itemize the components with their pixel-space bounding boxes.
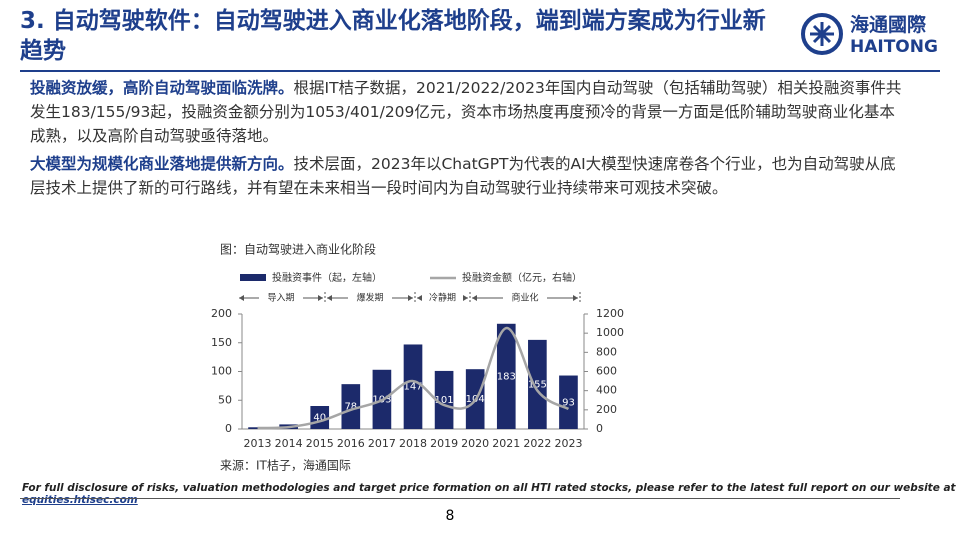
bar (403, 344, 423, 429)
logo: 海通國際 HAITONG (800, 10, 938, 57)
disclaimer-text: For full disclosure of risks, valuation … (22, 482, 956, 494)
para-lead: 投融资放缓，高阶自动驾驶面临洗牌。 (30, 79, 294, 97)
x-tick-label: 2015 (306, 437, 334, 450)
disclaimer: For full disclosure of risks, valuation … (22, 482, 960, 506)
page-number: 8 (445, 508, 455, 524)
x-tick-label: 2023 (554, 437, 582, 450)
data-label: 147 (403, 382, 422, 393)
para-lead: 大模型为规模化商业落地提供新方向。 (30, 155, 294, 173)
phase-label: 爆发期 (356, 292, 383, 304)
data-label: 183 (497, 371, 516, 382)
phase-label: 冷静期 (429, 292, 456, 304)
bar (341, 384, 361, 429)
y-tick-label: 150 (211, 336, 232, 349)
logo-cn: 海通國際 (850, 14, 927, 36)
y-tick-label: 0 (225, 422, 232, 435)
bar (528, 339, 547, 429)
x-tick-label: 2021 (492, 437, 520, 450)
paragraph: 投融资放缓，高阶自动驾驶面临洗牌。根据IT桔子数据，2021/2022/2023… (30, 76, 910, 148)
y2-tick-label: 1000 (596, 326, 624, 339)
para-text: 技术层面，2023年以ChatGPT为代表的AI大模型快速席卷各个行业，也为自动… (30, 155, 896, 197)
y2-tick-label: 0 (596, 422, 603, 435)
y-tick-label: 50 (218, 393, 232, 406)
data-label: 101 (435, 395, 454, 406)
bar (496, 323, 516, 429)
logo-en: HAITONG (850, 37, 938, 57)
legend-swatch (240, 274, 266, 281)
title-rule (20, 70, 940, 72)
bar (248, 427, 267, 429)
phase-label: 导入期 (267, 293, 294, 304)
paragraph: 大模型为规模化商业落地提供新方向。技术层面，2023年以ChatGPT为代表的A… (30, 152, 910, 200)
data-label: 40 (313, 413, 326, 424)
x-tick-label: 2020 (461, 437, 489, 450)
website-link[interactable]: equities.htisec.com (22, 494, 138, 506)
data-label: 78 (344, 402, 357, 413)
phase-label: 商业化 (511, 292, 538, 304)
y-tick-label: 200 (211, 307, 232, 320)
x-tick-label: 2022 (523, 437, 551, 450)
y2-tick-label: 400 (596, 384, 617, 397)
x-tick-label: 2013 (244, 437, 272, 450)
x-tick-label: 2017 (368, 437, 396, 450)
slide-title: 3. 自动驾驶软件：自动驾驶进入商业化落地阶段，端到端方案成为行业新趋势 (20, 8, 766, 64)
y-tick-label: 100 (211, 365, 232, 378)
legend-label: 投融资事件（起，左轴） (272, 271, 382, 284)
footer-rule (20, 498, 900, 499)
y2-tick-label: 1200 (596, 307, 624, 320)
y2-tick-label: 200 (596, 403, 617, 416)
bar (559, 375, 578, 429)
x-tick-label: 2016 (337, 437, 365, 450)
y2-tick-label: 800 (596, 345, 617, 358)
line (257, 326, 570, 430)
bar (434, 370, 454, 429)
chart: 图：自动驾驶进入商业化阶段 来源：IT桔子，海通国际 0 50 100 150 200 0… (211, 242, 624, 473)
logo-icon (801, 12, 843, 55)
x-tick-label: 2019 (430, 437, 458, 450)
figure-caption: 图：自动驾驶进入商业化阶段 (220, 242, 376, 257)
y2-tick-label: 600 (596, 365, 617, 378)
figure-source: 来源：IT桔子，海通国际 (220, 458, 351, 473)
x-tick-label: 2014 (275, 437, 303, 450)
x-tick-label: 2018 (399, 437, 427, 450)
legend-label: 投融资金额（亿元，右轴） (462, 271, 582, 284)
para-text: 根据IT桔子数据，2021/2022/2023年国内自动驾驶（包括辅助驾驶）相关… (30, 79, 902, 145)
data-label: 93 (562, 397, 575, 408)
data-label: 155 (528, 379, 547, 390)
